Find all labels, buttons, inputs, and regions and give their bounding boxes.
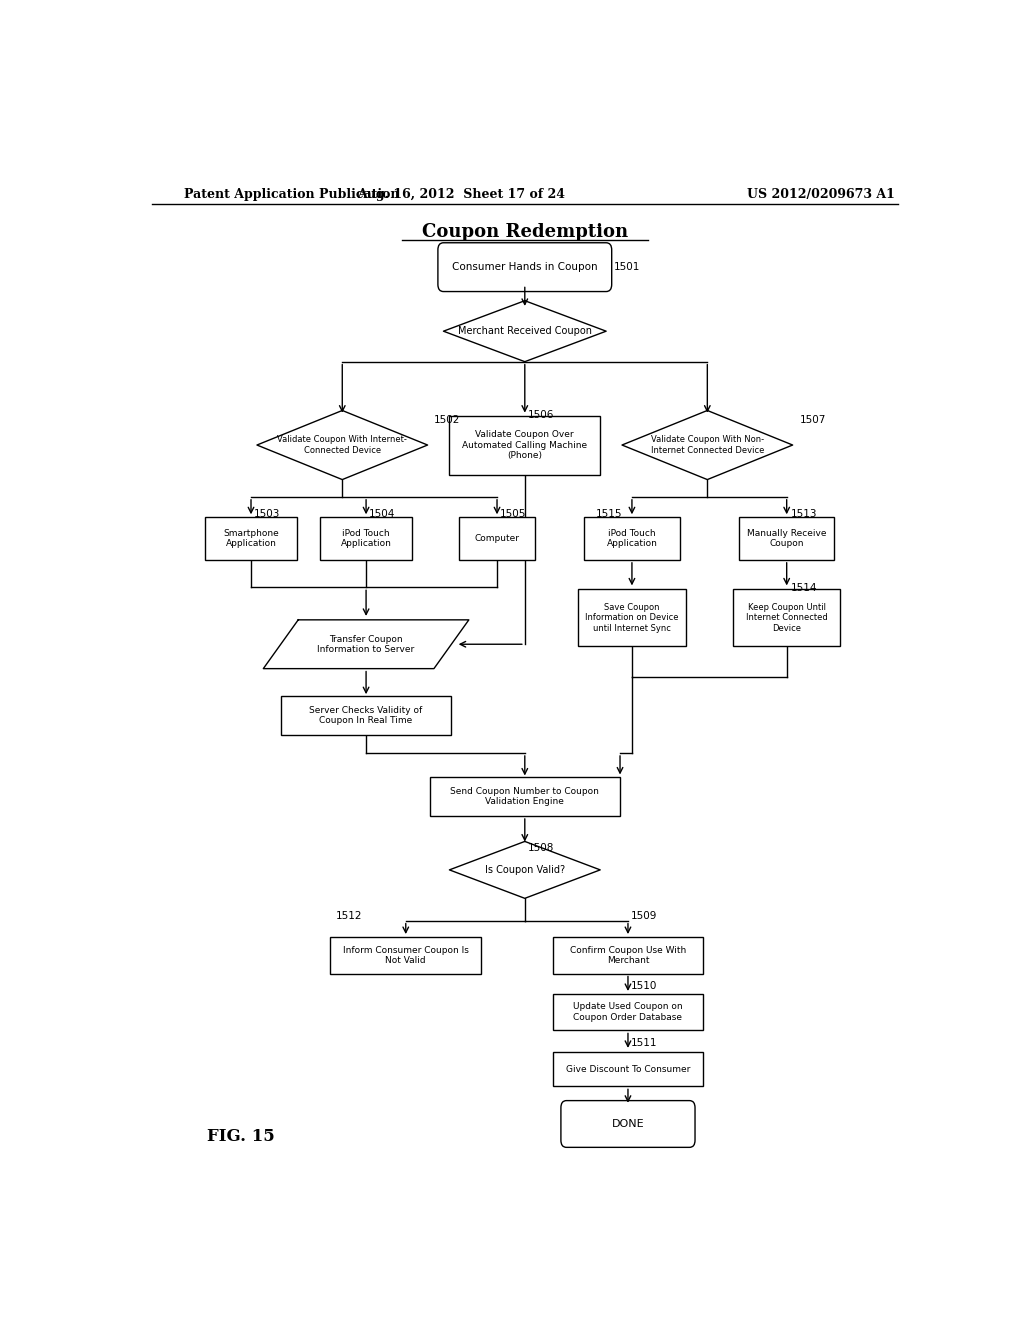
Text: Give Discount To Consumer: Give Discount To Consumer (566, 1065, 690, 1073)
Text: Inform Consumer Coupon Is
Not Valid: Inform Consumer Coupon Is Not Valid (343, 945, 469, 965)
Polygon shape (257, 411, 428, 479)
Bar (553, 1052, 703, 1086)
Text: Send Coupon Number to Coupon
Validation Engine: Send Coupon Number to Coupon Validation … (451, 787, 599, 807)
Text: 1503: 1503 (253, 510, 280, 519)
Text: Smartphone
Application: Smartphone Application (223, 529, 279, 548)
Text: 1513: 1513 (791, 510, 817, 519)
Bar (331, 937, 481, 974)
Bar (430, 777, 621, 816)
Bar (739, 517, 835, 560)
Bar (579, 589, 685, 647)
Text: 1505: 1505 (500, 510, 525, 519)
Text: 1510: 1510 (631, 981, 657, 991)
Bar (553, 994, 703, 1031)
Polygon shape (443, 301, 606, 362)
Text: Validate Coupon Over
Automated Calling Machine
(Phone): Validate Coupon Over Automated Calling M… (462, 430, 588, 459)
Text: Merchant Received Coupon: Merchant Received Coupon (458, 326, 592, 337)
Text: 1502: 1502 (433, 414, 460, 425)
Text: 1507: 1507 (800, 414, 826, 425)
Bar (321, 517, 412, 560)
Text: Keep Coupon Until
Internet Connected
Device: Keep Coupon Until Internet Connected Dev… (745, 603, 827, 632)
Text: Consumer Hands in Coupon: Consumer Hands in Coupon (452, 263, 598, 272)
FancyBboxPatch shape (438, 243, 611, 292)
Text: iPod Touch
Application: iPod Touch Application (606, 529, 657, 548)
Text: Update Used Coupon on
Coupon Order Database: Update Used Coupon on Coupon Order Datab… (573, 1002, 683, 1022)
Text: iPod Touch
Application: iPod Touch Application (341, 529, 391, 548)
Text: 1515: 1515 (596, 510, 623, 519)
Text: Patent Application Publication: Patent Application Publication (183, 189, 399, 202)
Text: DONE: DONE (611, 1119, 644, 1129)
Bar (553, 937, 703, 974)
Text: 1511: 1511 (631, 1038, 657, 1048)
Text: 1508: 1508 (528, 842, 554, 853)
Bar (281, 696, 452, 735)
Text: Aug. 16, 2012  Sheet 17 of 24: Aug. 16, 2012 Sheet 17 of 24 (357, 189, 565, 202)
Text: 1509: 1509 (631, 911, 657, 920)
Bar (733, 589, 841, 647)
Text: 1506: 1506 (528, 409, 554, 420)
Polygon shape (622, 411, 793, 479)
Text: Save Coupon
Information on Device
until Internet Sync: Save Coupon Information on Device until … (585, 603, 679, 632)
Bar (450, 416, 600, 474)
Text: Server Checks Validity of
Coupon In Real Time: Server Checks Validity of Coupon In Real… (309, 706, 423, 725)
Text: Confirm Coupon Use With
Merchant: Confirm Coupon Use With Merchant (569, 945, 686, 965)
Text: Manually Receive
Coupon: Manually Receive Coupon (746, 529, 826, 548)
FancyBboxPatch shape (561, 1101, 695, 1147)
Text: 1501: 1501 (613, 263, 640, 272)
Bar (460, 517, 535, 560)
Text: 1512: 1512 (336, 911, 362, 920)
Bar (585, 517, 680, 560)
Text: Validate Coupon With Non-
Internet Connected Device: Validate Coupon With Non- Internet Conne… (650, 436, 764, 454)
Bar (206, 517, 297, 560)
Text: US 2012/0209673 A1: US 2012/0209673 A1 (748, 189, 895, 202)
Polygon shape (450, 841, 600, 899)
Text: Transfer Coupon
Information to Server: Transfer Coupon Information to Server (317, 635, 415, 653)
Text: 1514: 1514 (791, 583, 817, 593)
Text: Validate Coupon With Internet-
Connected Device: Validate Coupon With Internet- Connected… (278, 436, 408, 454)
Polygon shape (263, 620, 469, 669)
Text: 1504: 1504 (370, 510, 395, 519)
Text: Computer: Computer (474, 535, 519, 543)
Text: FIG. 15: FIG. 15 (207, 1127, 275, 1144)
Text: Is Coupon Valid?: Is Coupon Valid? (484, 865, 565, 875)
Text: Coupon Redemption: Coupon Redemption (422, 223, 628, 240)
